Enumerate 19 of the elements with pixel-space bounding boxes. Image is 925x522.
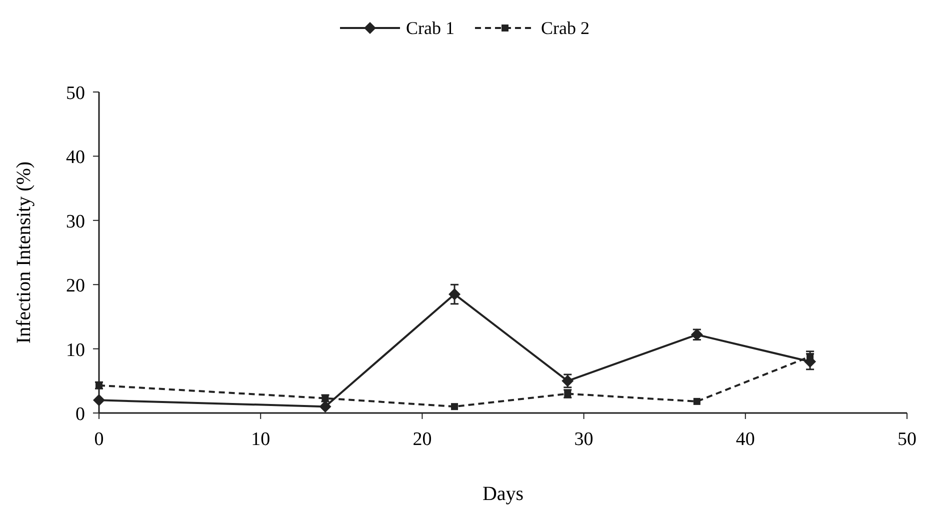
- legend-label: Crab 2: [541, 18, 590, 38]
- x-tick-label: 40: [736, 429, 755, 450]
- x-tick-label: 50: [898, 429, 916, 450]
- point: [319, 400, 332, 413]
- y-tick-label: 50: [66, 83, 85, 104]
- point: [448, 288, 461, 300]
- x-tick-label: 30: [574, 429, 594, 450]
- x-tick-label: 0: [94, 429, 104, 450]
- x-tick-label: 20: [412, 429, 432, 450]
- point: [93, 394, 105, 406]
- y-tick-label: 20: [66, 276, 85, 297]
- y-axis-title: Infection Intensity (%): [13, 161, 35, 344]
- x-axis-title: Days: [482, 483, 524, 505]
- x-tick-label: 10: [251, 429, 270, 450]
- y-tick-label: 40: [66, 147, 85, 168]
- y-tick-label: 0: [76, 404, 85, 425]
- y-tick-label: 30: [66, 211, 85, 232]
- legend-label: Crab 1: [406, 18, 454, 38]
- y-tick-label: 10: [66, 340, 85, 361]
